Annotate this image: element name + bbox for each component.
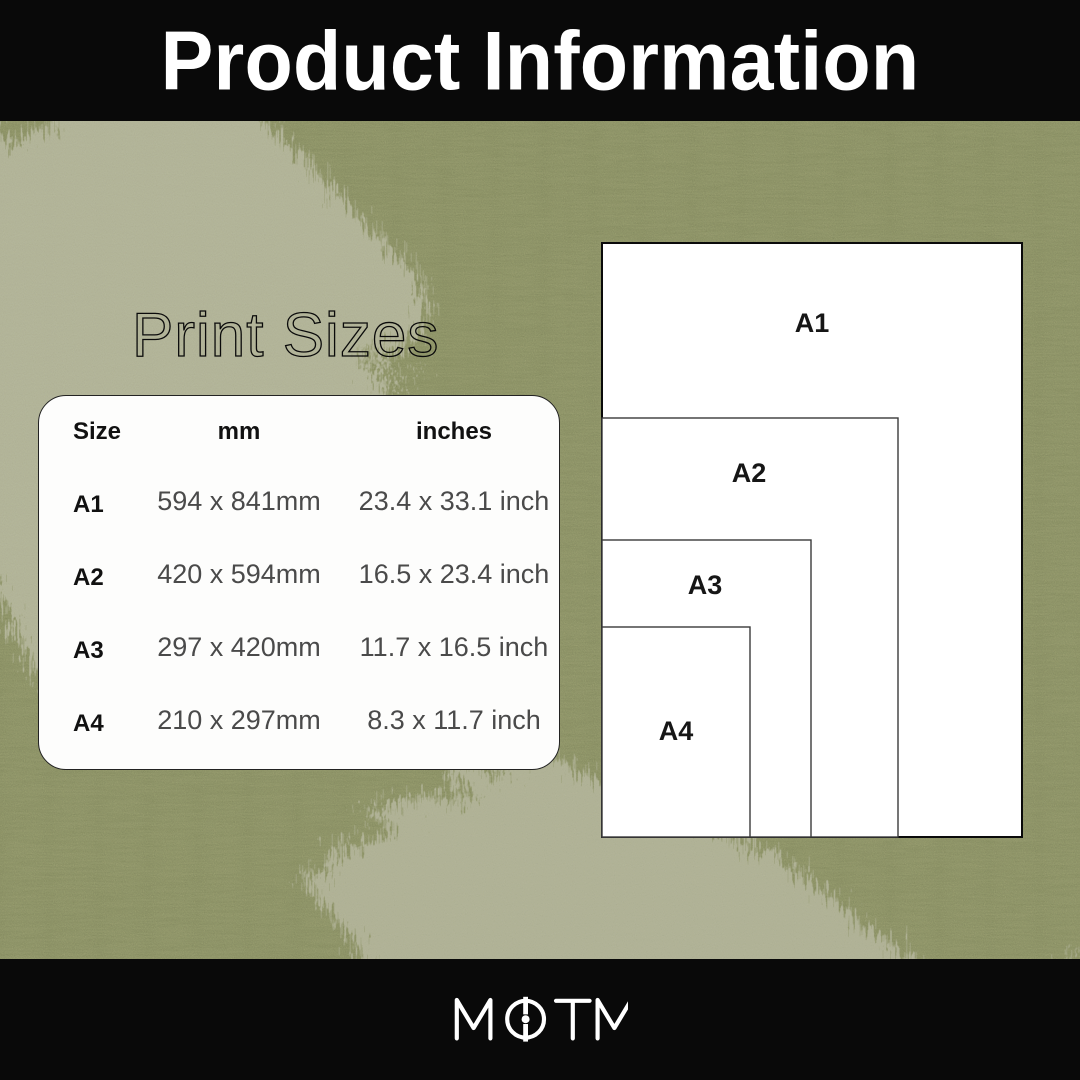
svg-text:A1: A1: [795, 308, 830, 338]
svg-text:A2: A2: [732, 458, 767, 488]
svg-text:A4: A4: [659, 716, 694, 746]
svg-text:A3: A3: [688, 570, 723, 600]
